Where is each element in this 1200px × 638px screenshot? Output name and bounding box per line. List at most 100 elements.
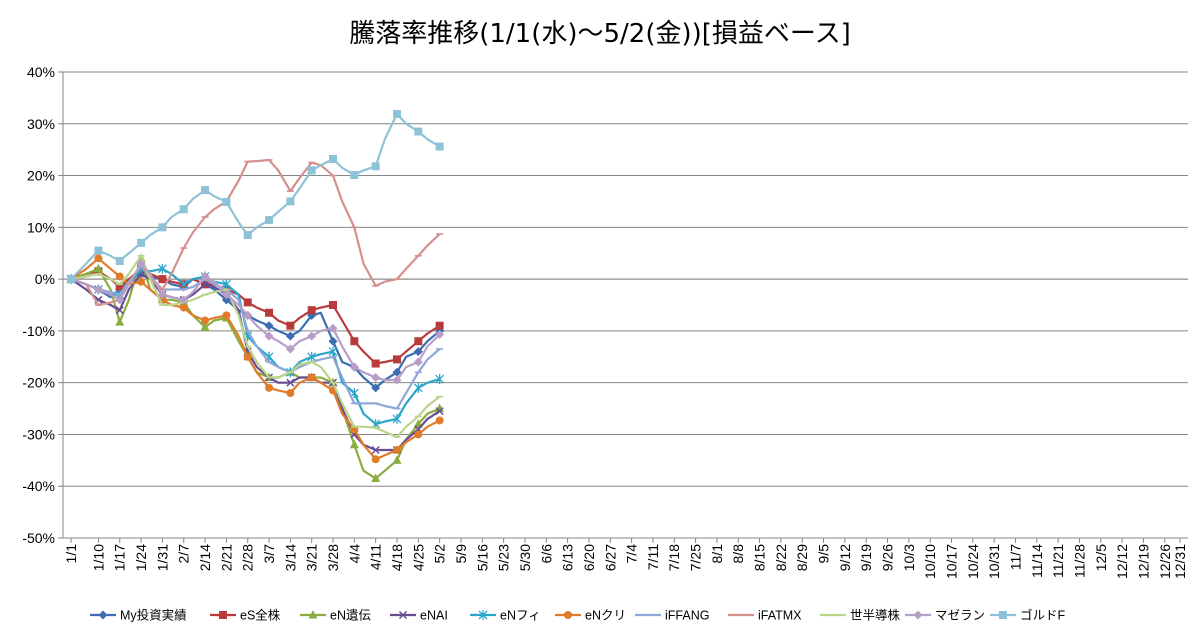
legend-label: eS全株 (240, 608, 281, 623)
legend-item: My投資実績 (90, 608, 187, 623)
legend-item: マゼラン (905, 609, 985, 623)
x-tick-label: 1/10 (90, 544, 106, 571)
legend-item: eN遺伝 (300, 608, 371, 623)
data-point (94, 246, 103, 255)
legend-label: eNフィ (500, 609, 541, 623)
data-point (201, 316, 210, 325)
y-tick-label: -30% (22, 426, 55, 442)
data-point (115, 295, 125, 305)
x-tick-label: 2/7 (176, 544, 192, 564)
data-point (435, 321, 444, 330)
x-tick-label: 10/31 (986, 544, 1002, 579)
legend-marker (913, 610, 923, 620)
data-point (137, 238, 146, 247)
x-tick-label: 2/14 (197, 544, 213, 571)
x-tick-label: 5/30 (517, 544, 533, 571)
data-point (435, 330, 445, 340)
legend-label: iFATMX (758, 609, 802, 623)
legend-label: iFFANG (665, 609, 709, 623)
data-point (179, 303, 188, 312)
data-point (243, 231, 252, 240)
x-tick-label: 12/5 (1093, 544, 1109, 571)
data-point (200, 272, 210, 282)
legend-label: eNAI (420, 609, 448, 623)
data-point (392, 413, 402, 424)
y-tick-label: 30% (27, 116, 55, 132)
legend-marker (98, 610, 108, 620)
data-point (392, 367, 402, 377)
data-point (371, 473, 381, 482)
x-tick-label: 10/10 (922, 544, 938, 579)
data-point (201, 280, 210, 289)
data-point (371, 359, 380, 368)
series-10 (66, 259, 445, 385)
x-tick-label: 10/17 (943, 544, 959, 579)
legend-label: My投資実績 (120, 608, 187, 623)
x-tick-label: 3/28 (325, 544, 341, 571)
y-axis-ticks: 40% 30% 20% 10% 0% -10% -20% -30% -40% -50% (22, 64, 63, 546)
data-point (158, 275, 167, 284)
x-tick-label: 5/2 (432, 544, 448, 564)
data-point (264, 321, 274, 331)
x-tick-label: 7/11 (645, 544, 661, 570)
data-point (157, 263, 167, 274)
x-tick-label: 8/1 (709, 544, 725, 564)
x-tick-label: 9/26 (880, 544, 896, 571)
data-point (392, 375, 402, 385)
x-axis-ticks: 1/1 1/10 1/17 1/24 1/31 2/7 2/14 2/21 2/28 3/7 3/1… (63, 538, 1188, 579)
data-point (307, 306, 316, 315)
data-point (158, 223, 167, 232)
data-point (371, 455, 380, 464)
data-point (286, 389, 295, 398)
x-tick-label: 3/7 (261, 544, 277, 564)
data-point (329, 154, 338, 163)
series-line (70, 254, 441, 439)
y-tick-label: -40% (22, 478, 55, 494)
data-point (307, 351, 317, 362)
x-tick-label: 9/12 (837, 544, 853, 571)
data-point (94, 254, 103, 263)
x-tick-label: 4/25 (410, 544, 426, 571)
x-tick-label: 12/26 (1157, 544, 1173, 579)
x-tick-label: 6/27 (602, 544, 618, 571)
x-tick-label: 2/21 (218, 544, 234, 571)
x-tick-label: 9/5 (816, 544, 832, 564)
data-point (328, 346, 338, 357)
data-point (179, 205, 188, 214)
data-point (93, 263, 103, 273)
data-point (115, 282, 124, 291)
legend-item: iFFANG (635, 609, 709, 623)
x-tick-label: 6/6 (538, 544, 554, 564)
x-tick-label: 11/21 (1050, 544, 1066, 578)
x-tick-label: 6/13 (560, 544, 576, 571)
x-tick-label: 7/4 (624, 544, 640, 564)
legend-item: eS全株 (210, 608, 281, 623)
data-point (414, 337, 423, 346)
data-point (329, 301, 338, 309)
x-tick-label: 1/31 (154, 544, 170, 571)
x-tick-label: 11/7 (1007, 544, 1023, 570)
x-tick-label: 12/31 (1172, 544, 1188, 579)
legend-item: iFATMX (728, 609, 802, 623)
y-tick-label: -20% (22, 375, 55, 391)
y-tick-label: 0% (35, 271, 55, 287)
x-tick-label: 11/14 (1029, 544, 1045, 578)
legend-label: 世半導株 (850, 608, 901, 623)
data-point (371, 445, 380, 455)
data-point (392, 455, 402, 464)
data-point (137, 277, 146, 286)
legend-item: ゴルドF (990, 608, 1066, 623)
legend-label: マゼラン (935, 609, 985, 623)
series-9 (67, 254, 444, 439)
legend-marker (564, 611, 572, 619)
data-point (286, 378, 295, 387)
data-point (179, 295, 189, 305)
data-point (328, 336, 338, 346)
data-point (350, 337, 359, 346)
data-point (115, 306, 124, 315)
data-point (285, 331, 295, 341)
data-point (221, 290, 231, 300)
y-tick-label: -50% (22, 530, 55, 546)
x-tick-label: 10/3 (901, 544, 917, 571)
x-tick-label: 12/12 (1114, 544, 1130, 579)
